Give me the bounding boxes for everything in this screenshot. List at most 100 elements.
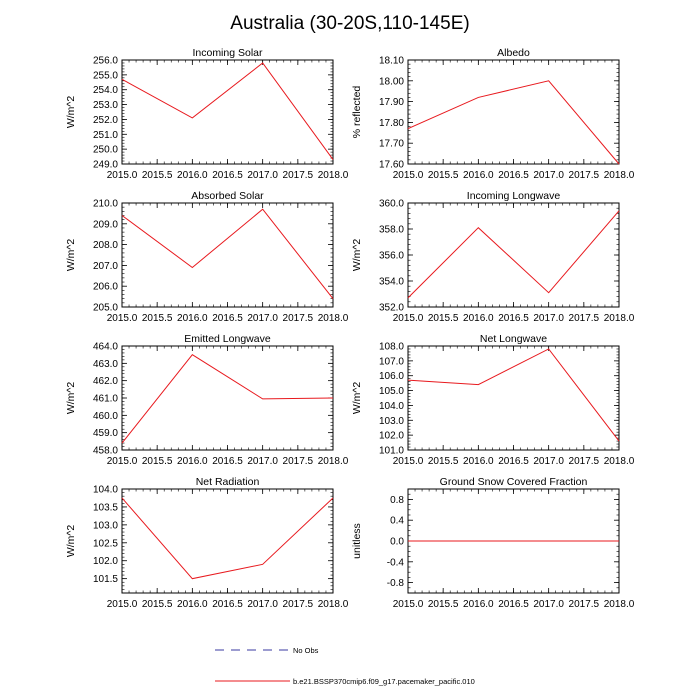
x-tick-label: 2016.0 xyxy=(177,313,208,324)
x-tick-label: 2015.5 xyxy=(142,170,173,181)
series-line xyxy=(121,62,334,160)
x-tick-label: 2018.0 xyxy=(318,456,349,467)
y-tick-label: 352.0 xyxy=(379,303,404,314)
y-tick-label: 101.5 xyxy=(93,574,118,585)
x-tick-label: 2017.0 xyxy=(247,599,278,610)
panel-title: Net Longwave xyxy=(480,333,547,345)
x-tick-label: 2017.0 xyxy=(533,170,564,181)
x-tick-label: 2017.5 xyxy=(569,599,600,610)
x-tick-label: 2016.0 xyxy=(177,599,208,610)
x-tick-label: 2018.0 xyxy=(604,313,635,324)
x-tick-label: 2016.0 xyxy=(463,599,494,610)
y-tick-label: 18.10 xyxy=(379,56,404,67)
plot-frame xyxy=(121,488,334,594)
y-tick-label: 464.0 xyxy=(93,342,118,353)
y-tick-label: 102.0 xyxy=(93,556,118,567)
y-tick-label: 253.0 xyxy=(93,100,118,111)
x-tick-label: 2015.0 xyxy=(393,170,424,181)
x-tick-label: 2017.0 xyxy=(533,599,564,610)
y-tick-label: 252.0 xyxy=(93,115,118,126)
y-tick-label: 208.0 xyxy=(93,240,118,251)
y-tick-label: 462.0 xyxy=(93,376,118,387)
y-tick-label: 458.0 xyxy=(93,446,118,457)
y-tick-label: 102.5 xyxy=(93,538,118,549)
x-tick-label: 2015.5 xyxy=(142,313,173,324)
x-tick-label: 2015.5 xyxy=(428,456,459,467)
panel-title: Absorbed Solar xyxy=(191,190,264,202)
plot-frame xyxy=(407,345,620,451)
y-axis-label: W/m^2 xyxy=(65,382,77,415)
chart-panel-1: Incoming Solar 2015.0 2015.5 2016.0 2016.5 20… xyxy=(65,47,349,181)
y-tick-label: 249.0 xyxy=(93,160,118,171)
y-tick-label: 206.0 xyxy=(93,282,118,293)
x-tick-label: 2016.5 xyxy=(498,313,529,324)
y-tick-label: 358.0 xyxy=(379,225,404,236)
y-tick-label: 209.0 xyxy=(93,219,118,230)
x-tick-label: 2016.0 xyxy=(463,456,494,467)
y-axis-label: % reflected xyxy=(351,86,363,139)
x-tick-label: 2017.0 xyxy=(247,313,278,324)
y-axis-label: W/m^2 xyxy=(351,239,363,272)
y-tick-label: 105.0 xyxy=(379,386,404,397)
x-tick-label: 2015.5 xyxy=(142,599,173,610)
series-line xyxy=(121,497,334,580)
y-axis-label: W/m^2 xyxy=(351,382,363,415)
x-tick-label: 2018.0 xyxy=(318,599,349,610)
chart-panel-8: Ground Snow Covered Fraction 2015.0 2015.5… xyxy=(351,476,635,610)
legend-label-1: No Obs xyxy=(293,646,319,655)
y-tick-label: 459.0 xyxy=(93,428,118,439)
y-tick-label: 354.0 xyxy=(379,277,404,288)
x-tick-label: 2015.0 xyxy=(107,599,138,610)
x-tick-label: 2015.0 xyxy=(393,599,424,610)
x-tick-label: 2015.0 xyxy=(107,170,138,181)
x-tick-label: 2015.0 xyxy=(107,313,138,324)
legend: No Obs b.e21.BSSP370cmip6.f09_g17.pacemak… xyxy=(215,646,475,686)
x-tick-label: 2018.0 xyxy=(318,313,349,324)
y-tick-label: 102.0 xyxy=(379,431,404,442)
y-axis-label: W/m^2 xyxy=(65,96,77,129)
x-tick-label: 2016.5 xyxy=(498,456,529,467)
series-line xyxy=(121,208,334,299)
x-tick-label: 2016.5 xyxy=(498,170,529,181)
plot-frame xyxy=(121,202,334,308)
y-tick-label: 254.0 xyxy=(93,85,118,96)
y-tick-label: 101.0 xyxy=(379,446,404,457)
chart-panel-3: Absorbed Solar 2015.0 2015.5 2016.0 2016.5 20… xyxy=(65,190,349,324)
x-tick-label: 2017.5 xyxy=(283,170,314,181)
figure-title: Australia (30-20S,110-145E) xyxy=(230,13,469,34)
x-tick-label: 2017.0 xyxy=(247,456,278,467)
y-tick-label: -0.8 xyxy=(387,578,405,589)
y-tick-label: 103.5 xyxy=(93,502,118,513)
y-tick-label: 460.0 xyxy=(93,411,118,422)
y-tick-label: 360.0 xyxy=(379,199,404,210)
panel-title: Albedo xyxy=(497,47,530,59)
x-tick-label: 2015.5 xyxy=(428,170,459,181)
legend-label-2: b.e21.BSSP370cmip6.f09_g17.pacemaker_pac… xyxy=(293,677,475,686)
series-line xyxy=(407,348,620,442)
y-tick-label: 107.0 xyxy=(379,356,404,367)
y-tick-label: 0.8 xyxy=(390,495,404,506)
x-tick-label: 2018.0 xyxy=(604,599,635,610)
x-tick-label: 2016.5 xyxy=(212,170,243,181)
y-tick-label: 104.0 xyxy=(379,401,404,412)
y-tick-label: 0.0 xyxy=(390,537,404,548)
x-tick-label: 2017.0 xyxy=(247,170,278,181)
y-axis-label: W/m^2 xyxy=(65,239,77,272)
x-tick-label: 2017.5 xyxy=(569,170,600,181)
panel-title: Incoming Longwave xyxy=(467,190,561,202)
panel-title: Incoming Solar xyxy=(192,47,263,59)
y-tick-label: 103.0 xyxy=(379,416,404,427)
x-tick-label: 2017.5 xyxy=(283,313,314,324)
x-tick-label: 2015.0 xyxy=(393,313,424,324)
x-tick-label: 2017.5 xyxy=(569,456,600,467)
chart-panel-6: Net Longwave 2015.0 2015.5 2016.0 2016.5 2017… xyxy=(351,333,635,467)
series-line xyxy=(407,210,620,299)
x-tick-label: 2017.0 xyxy=(533,313,564,324)
y-tick-label: 207.0 xyxy=(93,261,118,272)
y-tick-label: -0.4 xyxy=(387,557,405,568)
x-tick-label: 2017.5 xyxy=(569,313,600,324)
x-tick-label: 2016.5 xyxy=(212,313,243,324)
x-tick-label: 2015.0 xyxy=(393,456,424,467)
chart-panel-5: Emitted Longwave 2015.0 2015.5 2016.0 2016.5… xyxy=(65,333,349,467)
